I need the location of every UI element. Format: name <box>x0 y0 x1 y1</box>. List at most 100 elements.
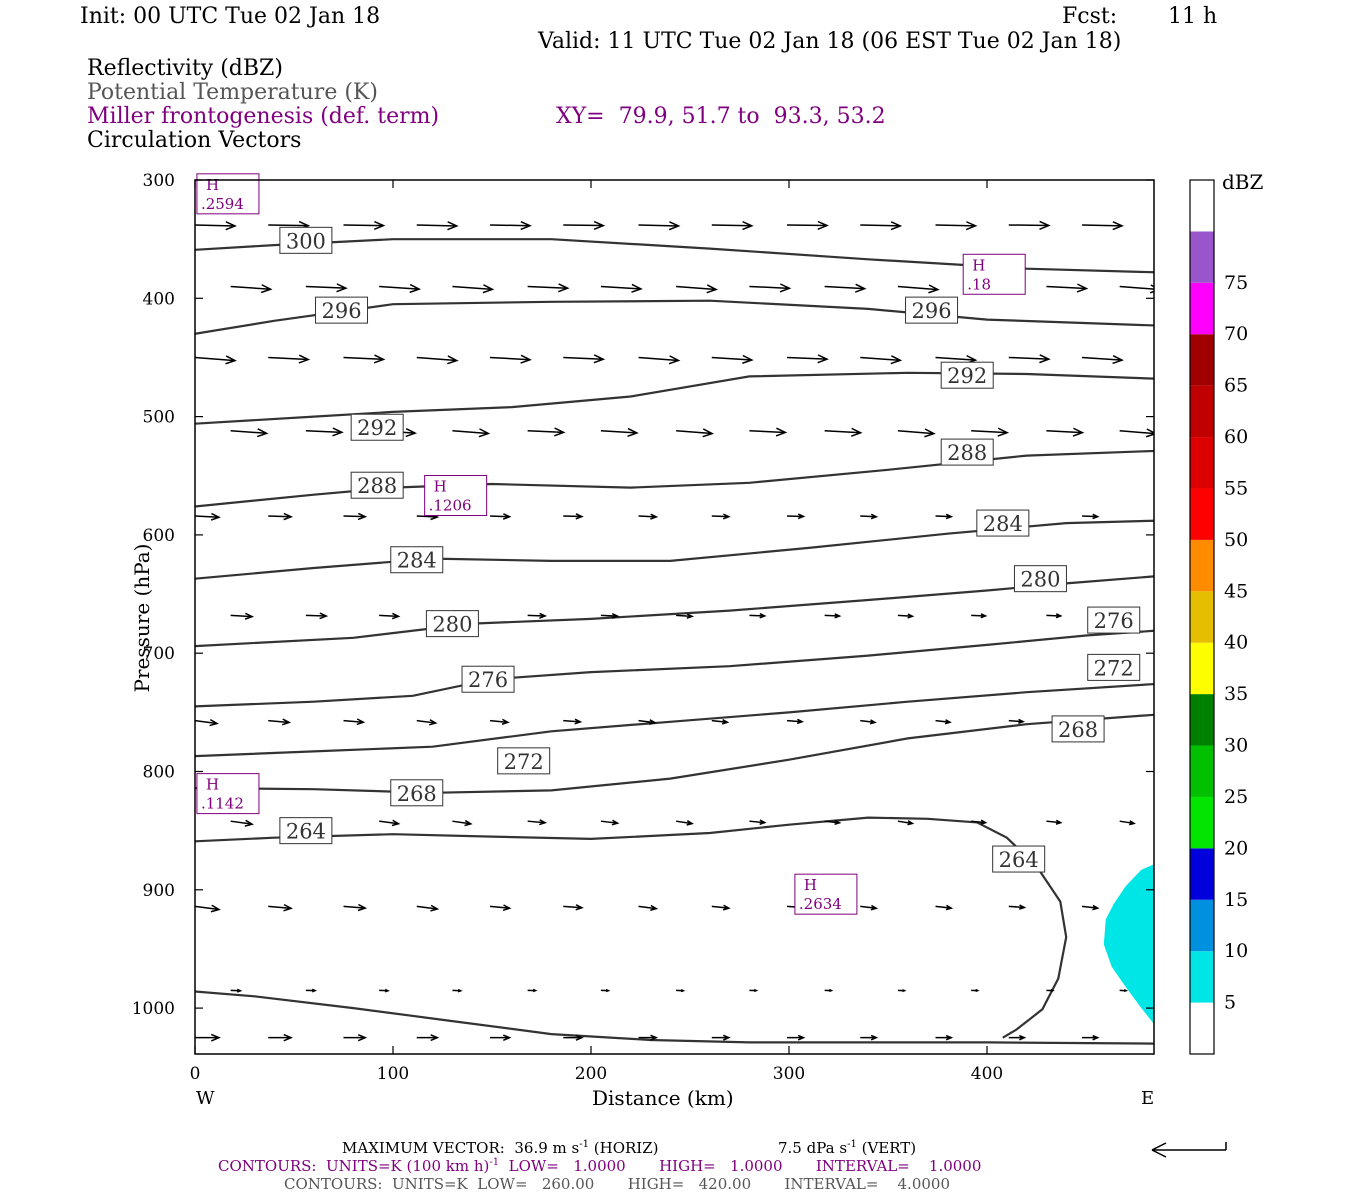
y-axis-label: Pressure (hPa) <box>130 543 154 693</box>
y-tick-label: 500 <box>143 408 175 428</box>
colorbar-tick-label: 35 <box>1224 683 1248 705</box>
circulation-vector <box>379 819 401 827</box>
circulation-vector <box>489 718 510 725</box>
colorbar-unit: dBZ <box>1222 170 1264 194</box>
circulation-vector <box>860 513 879 520</box>
field-reflectivity: Reflectivity (dBZ) <box>87 56 283 81</box>
circulation-vector <box>600 819 620 826</box>
theta-label-276: 276 <box>461 665 515 693</box>
colorbar-tick-label: 5 <box>1224 992 1236 1014</box>
theta-contour-288 <box>195 449 1154 508</box>
cross-section-endpoints: XY= 79.9, 51.7 to 93.3, 53.2 <box>556 104 886 129</box>
circulation-vector <box>1155 1036 1171 1040</box>
colorbar-tick-label: 65 <box>1224 375 1248 397</box>
circulation-vector <box>1008 718 1025 724</box>
colorbar-tick-label: 15 <box>1224 889 1248 911</box>
circulation-vector <box>195 221 237 231</box>
circulation-vector <box>787 1034 806 1041</box>
circulation-vector <box>1155 514 1171 518</box>
circulation-vector <box>824 988 834 993</box>
colorbar-tick-label: 30 <box>1224 735 1248 757</box>
circulation-vector <box>268 903 294 912</box>
svg-text:H: H <box>206 176 219 194</box>
circulation-vector <box>195 1033 221 1042</box>
circulation-vector <box>1046 613 1063 619</box>
circulation-vector <box>1082 513 1100 520</box>
footer-frontogenesis-contours: CONTOURS: UNITS=K (100 km h)-1 LOW= 1.00… <box>218 1157 982 1175</box>
circulation-vector <box>379 612 401 620</box>
circulation-vector <box>1082 221 1124 231</box>
circulation-vector <box>416 904 440 912</box>
circulation-vector <box>452 819 473 827</box>
field-potential-temperature: Potential Temperature (K) <box>87 80 378 105</box>
axis-layer: 300 400 500 600 700 800 900 1000 0 100 200 300 400 <box>132 171 1154 1084</box>
svg-text:288: 288 <box>357 474 397 498</box>
colorbar-bin <box>1190 745 1214 797</box>
colorbar-tick-label: 10 <box>1224 940 1248 962</box>
colorbar-tick-label: 50 <box>1224 529 1248 551</box>
circulation-vector <box>343 718 366 726</box>
circulation-vector <box>1155 906 1171 910</box>
colorbar-bin <box>1190 231 1214 283</box>
circulation-vector <box>860 719 877 725</box>
theta-label-300: 300 <box>279 226 333 254</box>
circulation-vector <box>230 819 255 827</box>
theta-label-272: 272 <box>1087 653 1141 681</box>
theta-label-292: 292 <box>940 361 994 389</box>
theta-label-276: 276 <box>1087 606 1141 634</box>
colorbar-bin <box>1190 1002 1214 1054</box>
circulation-vector <box>489 904 512 911</box>
svg-text:284: 284 <box>397 549 437 573</box>
circulation-vector <box>268 354 311 364</box>
svg-text:272: 272 <box>1094 656 1134 680</box>
circulation-vector <box>824 613 842 619</box>
svg-text:292: 292 <box>947 364 987 388</box>
circulation-vector <box>786 354 829 364</box>
circulation-vector <box>600 612 620 619</box>
circulation-vector <box>1081 904 1100 911</box>
colorbar-bin <box>1190 282 1214 335</box>
circulation-vector <box>676 988 686 993</box>
svg-text:.1206: .1206 <box>429 496 472 514</box>
y-tick-label: 300 <box>143 171 175 191</box>
colorbar-bin <box>1190 899 1214 952</box>
circulation-vector <box>638 719 657 725</box>
theta-label-264: 264 <box>992 845 1046 873</box>
colorbar-bin <box>1190 848 1214 900</box>
circulation-vector <box>416 719 438 726</box>
circulation-vector <box>1082 1034 1100 1041</box>
theta-contour-280 <box>195 575 1154 648</box>
svg-text:H: H <box>972 256 985 274</box>
svg-text:.1142: .1142 <box>201 795 244 813</box>
circulation-vector <box>935 513 954 520</box>
init-time: Init: 00 UTC Tue 02 Jan 18 <box>80 4 381 29</box>
field-frontogenesis: Miller frontogenesis (def. term) <box>87 104 440 129</box>
circulation-vector <box>452 284 495 294</box>
circulation-vector <box>860 1034 879 1041</box>
circulation-vector <box>971 613 988 619</box>
circulation-vector <box>230 428 269 438</box>
theta-contour-268 <box>195 713 1154 794</box>
x-tick-label: 100 <box>377 1064 409 1084</box>
svg-text:264: 264 <box>999 848 1039 872</box>
colorbar-bin <box>1190 334 1214 386</box>
circulation-vector <box>527 427 566 437</box>
circulation-vector <box>563 354 606 364</box>
svg-text:296: 296 <box>321 299 361 323</box>
circulation-vector <box>676 284 719 294</box>
theta-label-268: 268 <box>390 779 444 807</box>
x-tick-label: 0 <box>190 1064 201 1084</box>
valid-time: Valid: 11 UTC Tue 02 Jan 18 (06 EST Tue … <box>538 29 1122 54</box>
circulation-vector <box>379 283 422 294</box>
circulation-vector <box>305 283 348 293</box>
svg-text:268: 268 <box>397 782 437 806</box>
circulation-vector <box>676 820 694 826</box>
circulation-vector <box>452 988 463 993</box>
svg-text:.2634: .2634 <box>799 895 842 913</box>
circulation-vector <box>343 903 368 912</box>
circulation-vector <box>1119 820 1136 826</box>
x-axis-west-label: W <box>196 1088 215 1109</box>
theta-contour-264 <box>195 816 1068 1039</box>
colorbar-tick-label: 40 <box>1224 632 1248 654</box>
